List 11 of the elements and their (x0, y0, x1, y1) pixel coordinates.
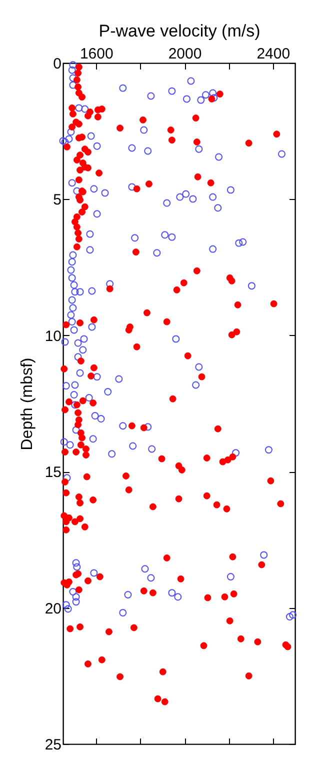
x-tick-label: 2000 (168, 46, 202, 62)
x-tick-label: 1600 (80, 46, 114, 62)
y-tick-label: 15 (44, 464, 62, 482)
y-tick-label: 25 (44, 736, 62, 754)
y-tick-label: 0 (53, 56, 62, 72)
y-tick-label: 20 (44, 600, 62, 618)
y-tick-label: 10 (44, 328, 62, 345)
x-axis-title: P-wave velocity (m/s) (98, 22, 260, 40)
y-tick-label: 5 (53, 192, 62, 209)
y-axis-title: Depth (mbsf) (18, 358, 36, 450)
x-tick-label: 2400 (256, 46, 290, 62)
